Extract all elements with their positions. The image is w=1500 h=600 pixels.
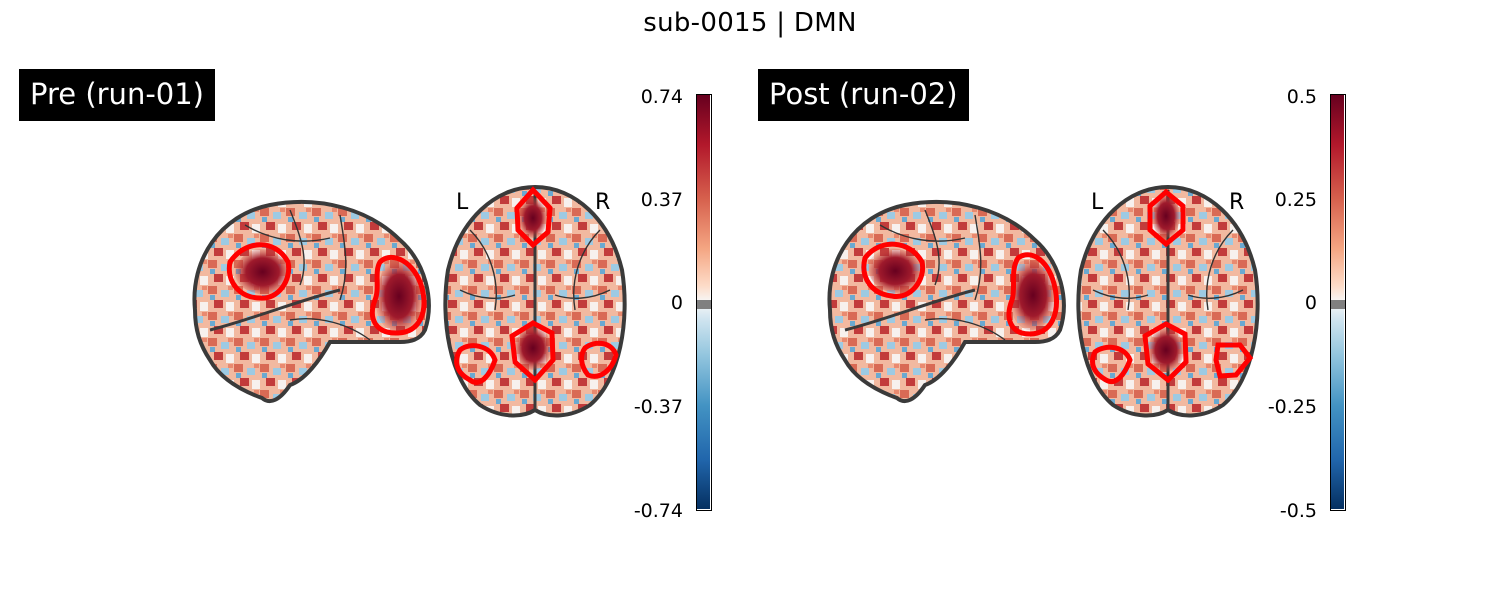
- colorbar-tick: -0.37: [633, 396, 683, 418]
- glass-brain-images: [827, 184, 1260, 418]
- colorbar-tick: 0: [670, 292, 683, 314]
- colorbar-tick: 0.37: [640, 189, 683, 211]
- panel-pre: Pre (run-01) L R 0.74 0.37 0 -0: [0, 0, 712, 600]
- colorbar-neutral-band: [1331, 300, 1345, 309]
- sagittal-view: [192, 199, 431, 404]
- panel-label: Pre (run-01): [19, 69, 215, 121]
- colorbar-neutral-band: [697, 300, 711, 309]
- colorbar: [1330, 94, 1346, 511]
- panel-label: Post (run-02): [758, 69, 969, 121]
- colorbar: [696, 94, 712, 511]
- axial-view: [1076, 184, 1260, 418]
- orientation-right: R: [1229, 190, 1245, 215]
- figure-title: sub-0015 | DMN: [643, 8, 857, 38]
- colorbar-tick: 0.5: [1286, 86, 1317, 108]
- colorbar-tick: 0.74: [640, 86, 683, 108]
- glass-brain-images: [192, 184, 627, 418]
- orientation-right: R: [595, 190, 611, 215]
- colorbar-tick: -0.5: [1279, 500, 1317, 522]
- axial-view: [443, 184, 627, 418]
- colorbar-tick: -0.25: [1267, 396, 1317, 418]
- colorbar-tick: 0: [1304, 292, 1317, 314]
- colorbar-tick: -0.74: [633, 500, 683, 522]
- orientation-left: L: [1091, 190, 1104, 215]
- colorbar-tick: 0.25: [1274, 189, 1317, 211]
- orientation-left: L: [456, 190, 469, 215]
- panel-post: Post (run-02) L R 0.5 0.25 0 -0: [640, 0, 1346, 600]
- sagittal-view: [827, 199, 1066, 404]
